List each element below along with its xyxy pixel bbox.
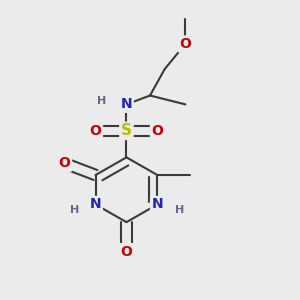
- Text: N: N: [152, 197, 163, 212]
- Text: O: O: [179, 37, 191, 51]
- Text: N: N: [121, 98, 132, 111]
- Text: H: H: [70, 206, 80, 215]
- Text: N: N: [90, 197, 101, 212]
- Text: O: O: [59, 156, 70, 170]
- Text: H: H: [97, 96, 106, 106]
- Text: S: S: [121, 123, 132, 138]
- Text: O: O: [90, 124, 101, 138]
- Text: O: O: [121, 244, 132, 259]
- Text: O: O: [152, 124, 163, 138]
- Text: H: H: [175, 206, 184, 215]
